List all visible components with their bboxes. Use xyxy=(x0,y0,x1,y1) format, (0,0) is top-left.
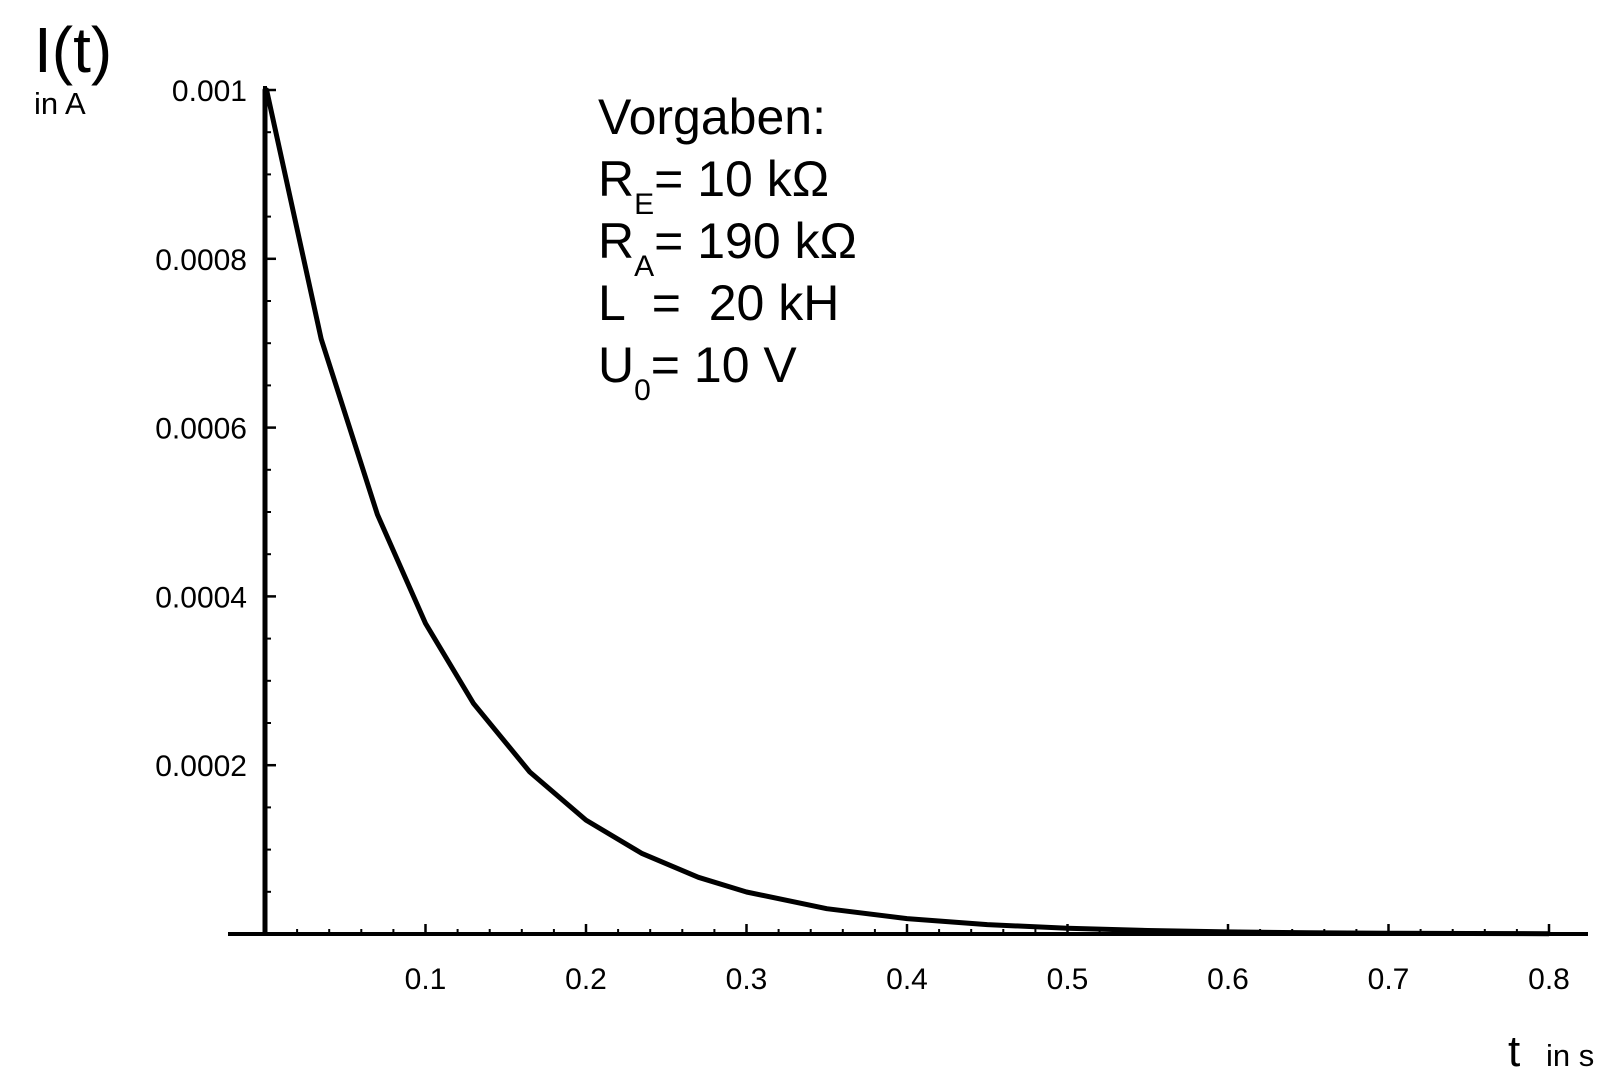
y-axis-label: I(t) xyxy=(34,14,113,86)
annotation-symbol: L xyxy=(598,275,624,331)
annotation-subscript: 0 xyxy=(634,374,651,407)
x-tick-label: 0.6 xyxy=(1207,963,1249,996)
y-tick-label: 0.0002 xyxy=(155,750,247,783)
axes xyxy=(228,86,1588,936)
x-tick-label: 0.7 xyxy=(1368,963,1410,996)
annotation-symbol: R xyxy=(598,151,635,207)
x-tick-label: 0.3 xyxy=(726,963,768,996)
x-axis-unit: in s xyxy=(1546,1038,1595,1073)
x-tick-label: 0.4 xyxy=(886,963,928,996)
x-tick-label: 0.8 xyxy=(1528,963,1570,996)
x-axis-label: t xyxy=(1508,1027,1521,1076)
annotation-line: RE= 10 kΩ xyxy=(598,151,857,220)
annotation-subscript: A xyxy=(634,250,655,283)
x-tick-label: 0.5 xyxy=(1047,963,1089,996)
y-tick-label: 0.0008 xyxy=(155,244,247,277)
series-line xyxy=(262,87,1550,937)
tick-labels: 0.1 0.2 0.3 0.4 0.5 0.6 0.7 0.8 0.0002 0.0004 0.00… xyxy=(155,75,1570,996)
parameter-annotation: Vorgaben: RE= 10 kΩ RA= 190 kΩ L = 20 kH… xyxy=(598,89,857,406)
x-tick-label: 0.1 xyxy=(405,963,447,996)
x-tick-label: 0.2 xyxy=(565,963,607,996)
annotation-line: RA= 190 kΩ xyxy=(598,213,857,282)
annotation-value: = 190 kΩ xyxy=(654,213,857,269)
y-tick-label: 0.0004 xyxy=(155,581,247,614)
annotation-line: U0= 10 V xyxy=(598,337,857,406)
annotation-value: = 20 kH xyxy=(623,275,840,331)
annotation-value: = 10 V xyxy=(650,337,797,393)
annotation-symbol: U xyxy=(598,337,635,393)
annotation-line: L = 20 kH xyxy=(598,278,857,340)
annotation-value: = 10 kΩ xyxy=(654,151,830,207)
annotation-subscript: E xyxy=(634,188,655,221)
y-axis-unit: in A xyxy=(34,86,86,121)
annotation-symbol: R xyxy=(598,213,635,269)
y-tick-label: 0.0006 xyxy=(155,413,247,446)
annotation-title: Vorgaben: xyxy=(598,89,826,145)
ticks xyxy=(265,88,1551,934)
y-tick-label: 0.001 xyxy=(172,75,247,108)
